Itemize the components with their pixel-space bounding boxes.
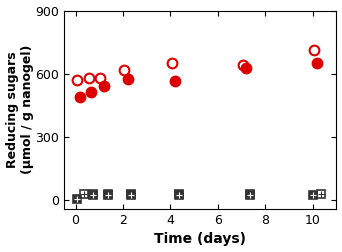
X-axis label: Time (days): Time (days) [154, 232, 246, 246]
Y-axis label: Reducing sugars
(μmol / g nanogel): Reducing sugars (μmol / g nanogel) [5, 45, 34, 174]
